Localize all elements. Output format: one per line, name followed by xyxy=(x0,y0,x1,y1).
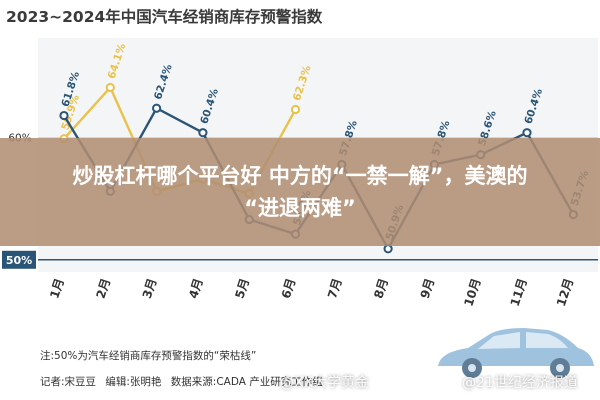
x-tick-label: 11月 xyxy=(508,277,530,309)
series-1-point xyxy=(383,244,393,254)
series-1-point xyxy=(198,128,208,138)
reference-label-box xyxy=(2,250,36,269)
x-tick-label: 8月 xyxy=(371,277,391,301)
headline-line-2: “进退两难” xyxy=(244,196,356,220)
series-0-point xyxy=(290,104,301,115)
x-tick-label: 6月 xyxy=(279,277,299,301)
credit-line: 记者:宋豆豆 编辑:张明艳 数据来源:CADA 产业研究工作组 xyxy=(40,374,329,389)
headline-overlay: 炒股杠杆哪个平台好 中方的“一禁一解”，美澳的 “进退两难” xyxy=(0,138,600,246)
y-tick-label: 50% xyxy=(6,254,32,267)
car-illustration xyxy=(438,328,594,378)
watermark-left: @XX大学黄金 xyxy=(280,375,370,391)
x-tick-label: 10月 xyxy=(461,277,483,309)
chart-title: 2023~2024年中国汽车经销商库存预警指数 xyxy=(6,7,323,26)
credit-reporter: 记者:宋豆豆 xyxy=(40,376,97,388)
x-tick-label: 1月 xyxy=(47,277,67,301)
watermark-right: @21世纪经济报道 xyxy=(462,375,578,391)
credit-source: 数据来源:CADA 产业研究工作组 xyxy=(170,376,323,388)
x-tick-label: 3月 xyxy=(140,277,160,301)
x-tick-label: 12月 xyxy=(554,277,576,309)
x-tick-label: 5月 xyxy=(232,277,252,301)
credit-editor: 编辑:张明艳 xyxy=(105,376,162,388)
x-tick-label: 2月 xyxy=(94,277,114,301)
series-1-point xyxy=(522,128,532,138)
x-tick-label: 4月 xyxy=(186,277,206,301)
footnote: 注:50%为汽车经销商库存预警指数的“荣枯线” xyxy=(40,350,257,362)
x-tick-label: 9月 xyxy=(418,277,438,301)
series-0-point xyxy=(105,82,115,93)
headline-line-1: 炒股杠杆哪个平台好 中方的“一禁一解”，美澳的 xyxy=(72,164,528,188)
x-tick-label: 7月 xyxy=(325,277,345,301)
series-1-point xyxy=(59,110,69,121)
series-1-point xyxy=(152,103,162,113)
